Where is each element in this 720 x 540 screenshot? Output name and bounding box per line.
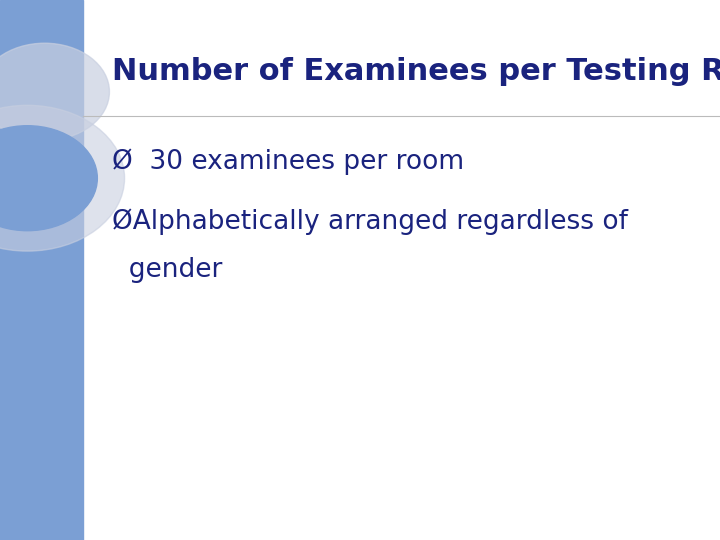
- Text: Number of Examinees per Testing Room: Number of Examinees per Testing Room: [112, 57, 720, 86]
- Circle shape: [0, 126, 97, 231]
- Circle shape: [0, 105, 125, 251]
- Circle shape: [0, 43, 109, 140]
- Text: ØAlphabetically arranged regardless of: ØAlphabetically arranged regardless of: [112, 208, 628, 235]
- Text: gender: gender: [112, 257, 222, 283]
- Bar: [0, 0, 83, 540]
- Text: Ø  30 examinees per room: Ø 30 examinees per room: [112, 148, 464, 176]
